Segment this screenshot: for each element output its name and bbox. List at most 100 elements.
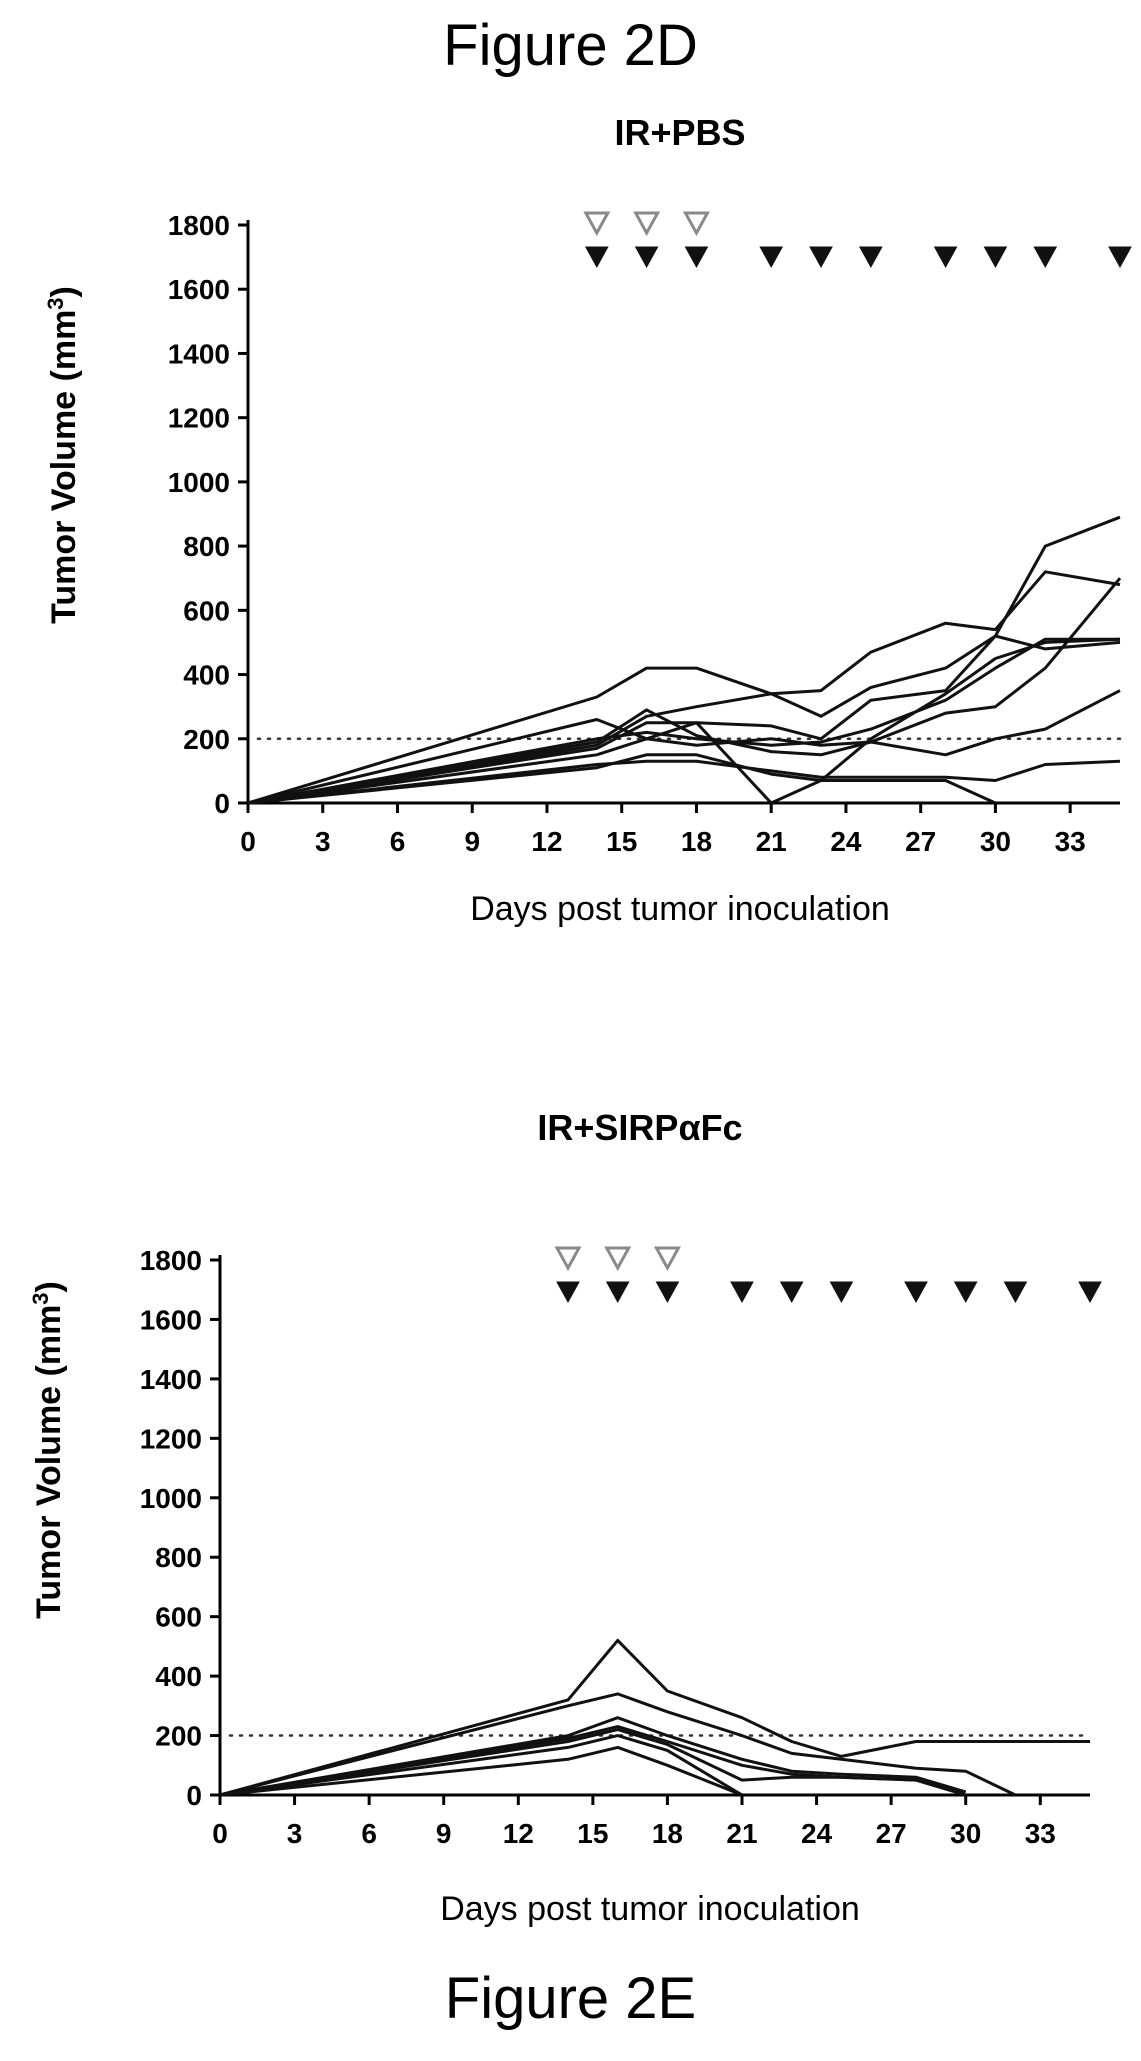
y-tick-label: 0 (214, 788, 230, 819)
y-tick-label: 1800 (140, 1245, 202, 1276)
x-tick-label: 27 (905, 826, 936, 857)
y-tick-label: 1200 (140, 1423, 202, 1454)
svg-text:Tumor Volume (mm3): Tumor Volume (mm3) (43, 286, 84, 624)
y-tick-label: 1000 (168, 467, 230, 498)
filled-treatment-marker (904, 1281, 928, 1304)
series-line (219, 1638, 1090, 1797)
series-line (247, 515, 1121, 805)
y-tick-label: 1600 (168, 274, 230, 305)
x-tick-label: 3 (287, 1818, 303, 1849)
open-treatment-marker (633, 211, 661, 237)
x-tick-label: 15 (606, 826, 637, 857)
x-tick-label: 33 (1055, 826, 1086, 857)
open-treatment-marker (604, 1246, 632, 1272)
x-tick-label: 27 (876, 1818, 907, 1849)
x-tick-label: 24 (801, 1818, 833, 1849)
x-tick-label: 18 (652, 1818, 683, 1849)
series-line (219, 1692, 1017, 1797)
open-treatment-marker (653, 1246, 681, 1272)
svg-text:Tumor Volume (mm3): Tumor Volume (mm3) (28, 1281, 69, 1619)
y-tick-label: 800 (183, 531, 230, 562)
chart-ir-pbs: IR+PBS Tumor Volume (mm3) Days post tumo… (43, 112, 1132, 928)
series-line (247, 570, 1121, 805)
filled-treatment-marker (1108, 246, 1132, 269)
y-axis-label-superscript: 3 (28, 1292, 53, 1304)
y-axis-label-superscript: 3 (43, 297, 68, 309)
y-tick-label: 1600 (140, 1304, 202, 1335)
series-line (247, 577, 1122, 805)
filled-treatment-marker (829, 1281, 854, 1304)
filled-treatment-marker (779, 1281, 804, 1304)
filled-treatment-marker (584, 246, 609, 269)
x-tick-label: 3 (315, 826, 331, 857)
filled-treatment-marker (859, 246, 883, 269)
filled-treatment-marker (933, 246, 958, 269)
x-tick-label: 24 (830, 826, 862, 857)
x-tick-label: 21 (756, 826, 787, 857)
filled-treatment-marker (634, 246, 659, 269)
y-tick-label: 1400 (140, 1364, 202, 1395)
x-axis-label: Days post tumor inoculation (440, 1890, 860, 1928)
y-tick-label: 1200 (168, 403, 230, 434)
series-line (219, 1716, 967, 1797)
x-tick-label: 0 (240, 826, 256, 857)
y-tick-label: 600 (183, 595, 230, 626)
filled-treatment-marker (1078, 1281, 1102, 1304)
chart-ir-sirpafc: IR+SIRPαFc Tumor Volume (mm3) Days post … (28, 1107, 1102, 1928)
filled-treatment-marker (759, 246, 784, 269)
filled-treatment-marker (556, 1281, 580, 1304)
figure-label-2e: Figure 2E (444, 1966, 697, 2031)
y-tick-label: 200 (155, 1721, 202, 1752)
series-line (219, 1745, 743, 1797)
x-tick-label: 30 (980, 826, 1011, 857)
y-tick-label: 1000 (140, 1483, 202, 1514)
filled-treatment-marker (953, 1281, 978, 1304)
y-tick-label: 600 (155, 1602, 202, 1633)
series-line (247, 753, 997, 805)
y-tick-label: 400 (155, 1661, 202, 1692)
y-tick-label: 800 (155, 1542, 202, 1573)
x-tick-label: 21 (726, 1818, 757, 1849)
chart-title: IR+PBS (614, 112, 745, 153)
y-axis-label: Tumor Volume (mm3) (43, 286, 84, 624)
filled-treatment-marker (684, 246, 709, 269)
y-axis-label-close: ) (30, 1281, 68, 1292)
filled-treatment-marker (730, 1281, 754, 1304)
filled-treatment-marker (983, 246, 1008, 269)
x-tick-label: 9 (464, 826, 480, 857)
x-tick-label: 9 (436, 1818, 452, 1849)
series-line (247, 759, 1121, 805)
figure-label-2d: Figure 2D (443, 13, 698, 78)
x-tick-label: 6 (361, 1818, 377, 1849)
open-treatment-marker (554, 1246, 582, 1272)
series-line (219, 1734, 743, 1797)
x-axis-label: Days post tumor inoculation (470, 890, 890, 928)
x-tick-label: 18 (681, 826, 712, 857)
y-tick-label: 1800 (168, 210, 230, 241)
filled-treatment-marker (1003, 1281, 1028, 1304)
series-line (247, 637, 1120, 805)
y-tick-label: 200 (183, 724, 230, 755)
series-line (247, 689, 1121, 805)
y-axis-label-close: ) (45, 286, 83, 297)
filled-treatment-marker (1033, 246, 1058, 269)
y-tick-label: 1400 (168, 338, 230, 369)
x-tick-label: 30 (950, 1818, 981, 1849)
y-tick-label: 400 (183, 660, 230, 691)
filled-treatment-marker (809, 246, 833, 269)
y-axis-label: Tumor Volume (mm3) (28, 1281, 69, 1619)
y-axis-label-text: Tumor Volume (mm (45, 310, 83, 624)
x-tick-label: 6 (390, 826, 406, 857)
chart-title: IR+SIRPαFc (537, 1107, 742, 1148)
y-axis-label-text: Tumor Volume (mm (30, 1305, 68, 1619)
x-tick-label: 33 (1025, 1818, 1056, 1849)
y-tick-label: 0 (186, 1780, 202, 1811)
series-line (219, 1728, 967, 1797)
x-tick-label: 15 (577, 1818, 608, 1849)
open-treatment-marker (682, 211, 710, 237)
filled-treatment-marker (605, 1281, 630, 1304)
filled-treatment-marker (655, 1281, 680, 1304)
x-tick-label: 12 (503, 1818, 534, 1849)
open-treatment-marker (583, 211, 611, 237)
x-tick-label: 12 (531, 826, 562, 857)
